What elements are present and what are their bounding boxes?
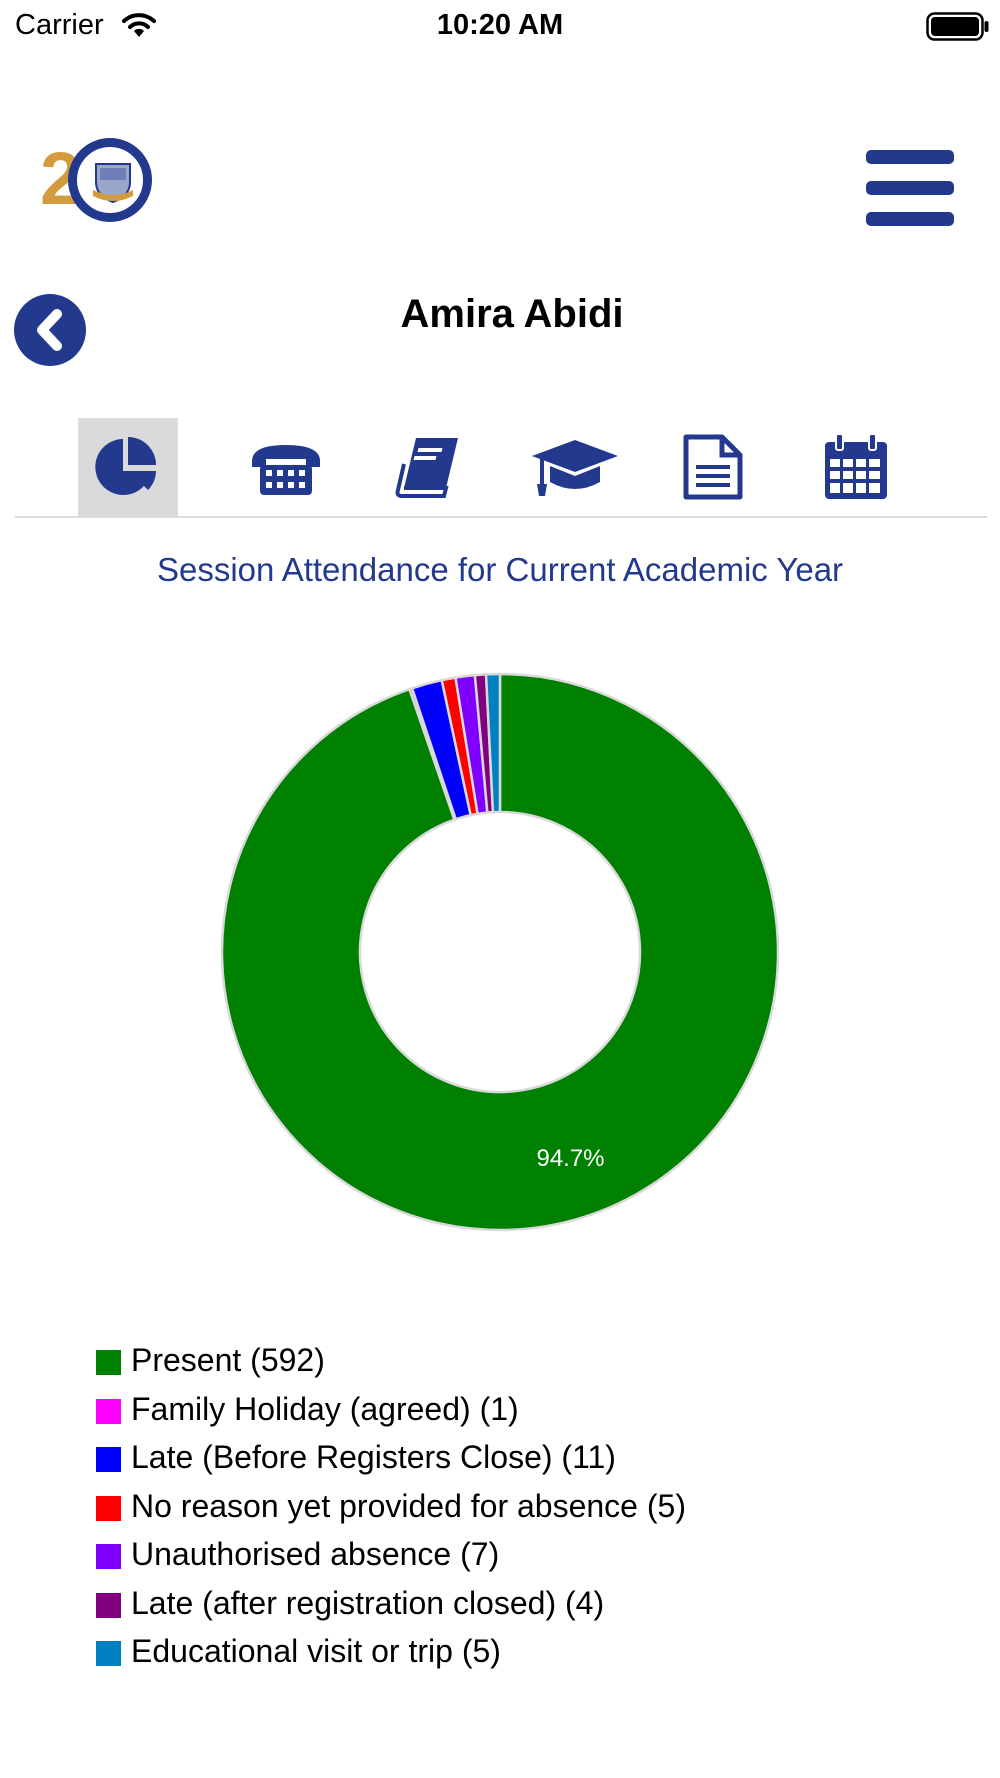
book-icon [395, 438, 458, 498]
legend-swatch [96, 1350, 121, 1375]
legend-swatch [96, 1398, 121, 1424]
pie-chart-icon [95, 437, 156, 495]
legend-swatch [96, 1544, 121, 1569]
crest-icon [93, 163, 133, 204]
tab-assessment[interactable] [525, 418, 625, 516]
graduation-cap-icon [532, 440, 618, 496]
legend-label: Educational visit or trip (5) [131, 1633, 501, 1669]
attendance-donut-chart: 94.7% [220, 672, 780, 1232]
legend-label: Late (Before Registers Close) (11) [131, 1439, 616, 1475]
carrier-label: Carrier [15, 9, 104, 41]
pie-slice-educational-visit-or-trip [484, 672, 502, 814]
legend-label: Unauthorised absence (7) [131, 1536, 500, 1572]
pie-data-label: 94.7% [536, 1145, 604, 1172]
legend-swatch [96, 1495, 121, 1521]
tab-contacts[interactable] [236, 418, 336, 516]
legend-label: Family Holiday (agreed) (1) [131, 1390, 519, 1427]
legend-label: No reason yet provided for absence (5) [131, 1487, 686, 1524]
chart-title: Session Attendance for Current Academic … [156, 551, 844, 588]
legend-swatch [96, 1447, 121, 1472]
chevron-left-icon [37, 309, 62, 351]
pie-slice-present [220, 672, 780, 1232]
clock: 10:20 AM [436, 9, 564, 41]
hamburger-menu-icon[interactable] [866, 150, 954, 226]
battery-icon [926, 12, 989, 41]
tab-bar [0, 418, 1000, 516]
back-button[interactable] [14, 294, 86, 366]
legend-swatch [96, 1592, 121, 1618]
legend-label: Late (after registration closed) (4) [131, 1584, 605, 1621]
tab-reports[interactable] [663, 418, 763, 516]
document-icon [683, 434, 743, 500]
status-bar: Carrier 10:20 AM [0, 0, 1000, 52]
tab-attendance[interactable] [78, 418, 178, 516]
student-name: Amira Abidi [400, 292, 624, 336]
calendar-icon [825, 433, 887, 499]
tab-divider [15, 516, 987, 518]
wifi-icon [122, 13, 156, 37]
school-logo: 2 [40, 138, 152, 222]
legend-swatch [96, 1641, 121, 1666]
tab-calendar[interactable] [806, 418, 906, 516]
telephone-icon [252, 445, 320, 495]
legend-label: Present (592) [131, 1342, 325, 1378]
tab-homework[interactable] [379, 418, 479, 516]
